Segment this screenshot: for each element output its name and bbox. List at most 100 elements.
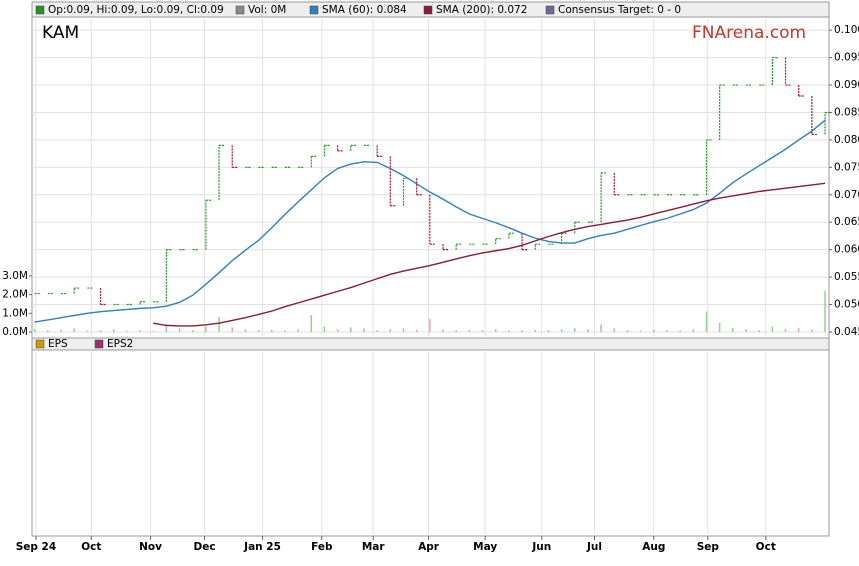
price-bar bbox=[442, 244, 450, 251]
legend-swatch bbox=[309, 5, 319, 15]
x-tick-label: Jul bbox=[586, 541, 602, 553]
volume-bar bbox=[389, 329, 392, 333]
legend-swatch bbox=[35, 5, 45, 15]
price-bar bbox=[429, 194, 436, 245]
volume-bar bbox=[705, 311, 708, 333]
volume-bar bbox=[376, 330, 378, 333]
volume-bar bbox=[771, 326, 774, 333]
volume-bar bbox=[718, 322, 721, 333]
price-bar bbox=[205, 199, 212, 250]
y-tick-label: 0.045 bbox=[834, 326, 859, 338]
eps-legend-bar bbox=[31, 337, 830, 351]
volume-bar bbox=[47, 330, 49, 333]
price-bar bbox=[495, 238, 502, 245]
y-tick-label: 0.085 bbox=[834, 106, 859, 118]
price-bar bbox=[310, 155, 318, 168]
volume-bar bbox=[521, 330, 523, 333]
legend-swatch bbox=[35, 339, 45, 349]
volume-bar bbox=[534, 329, 536, 333]
price-bar bbox=[613, 172, 621, 196]
y-tick-label: 0.090 bbox=[834, 79, 859, 91]
x-tick-label: Oct bbox=[81, 541, 101, 553]
volume-bar bbox=[284, 330, 286, 333]
price-bar bbox=[99, 288, 107, 306]
x-tick-label: Sep bbox=[697, 541, 720, 553]
volume-bar bbox=[508, 330, 510, 333]
volume-bar bbox=[323, 326, 326, 333]
price-bar bbox=[534, 243, 542, 250]
y-tick-label: 0.060 bbox=[834, 244, 859, 256]
volume-bar bbox=[824, 290, 826, 333]
volume-bar bbox=[178, 328, 181, 333]
legend-swatch bbox=[423, 5, 433, 15]
legend-label: Vol: 0M bbox=[248, 4, 286, 16]
volume-bar bbox=[732, 328, 734, 333]
legend-swatch bbox=[94, 339, 104, 349]
price-bar bbox=[389, 156, 397, 207]
volume-bar bbox=[73, 328, 75, 333]
x-tick-label: Feb bbox=[311, 541, 333, 553]
y2-tick-label: 1.0M bbox=[2, 307, 28, 319]
price-bar bbox=[416, 178, 423, 196]
volume-bar bbox=[60, 329, 62, 333]
volume-bar bbox=[560, 329, 563, 333]
sma-line bbox=[153, 182, 826, 327]
volume-bar bbox=[218, 317, 220, 333]
y-tick-label: 0.095 bbox=[834, 52, 859, 64]
volume-bar bbox=[547, 330, 550, 333]
y-tick-label: 0.070 bbox=[834, 189, 859, 201]
volume-bar bbox=[481, 330, 484, 333]
price-bar bbox=[350, 144, 357, 151]
marks bbox=[33, 57, 832, 333]
price-bar bbox=[811, 96, 818, 136]
volume-bar bbox=[165, 324, 168, 333]
volume-bar bbox=[784, 329, 787, 333]
y-tick-label: 0.055 bbox=[834, 271, 859, 283]
volume-bar bbox=[310, 315, 313, 333]
volume-bar bbox=[350, 327, 352, 333]
volume-bar bbox=[692, 329, 695, 333]
price-bar bbox=[165, 249, 173, 302]
legend-label: Consensus Target: 0 - 0 bbox=[558, 4, 681, 16]
price-bar bbox=[231, 145, 239, 168]
volume-bar bbox=[257, 330, 260, 333]
price-bar bbox=[508, 232, 515, 239]
price-bar bbox=[455, 243, 463, 250]
price-panel bbox=[31, 16, 830, 339]
volume-bar bbox=[86, 330, 89, 333]
price-bar bbox=[218, 144, 226, 201]
volume-bar bbox=[99, 330, 102, 333]
price-bar bbox=[600, 172, 608, 223]
price-bar bbox=[771, 57, 779, 86]
ticker: KAM bbox=[42, 23, 79, 43]
x-tick-label: Apr bbox=[418, 541, 440, 553]
x-tick-label: Mar bbox=[362, 541, 386, 553]
legend-swatch bbox=[545, 5, 555, 15]
price-bar bbox=[784, 57, 792, 86]
y-tick-label: 0.075 bbox=[834, 161, 859, 173]
volume-bar bbox=[139, 330, 141, 333]
volume-bar bbox=[429, 318, 431, 333]
legend-label: EPS bbox=[48, 338, 68, 350]
x-tick-label: May bbox=[473, 541, 497, 553]
volume-bar bbox=[600, 324, 602, 333]
y-tick-label: 0.080 bbox=[834, 134, 859, 146]
volume-bar bbox=[666, 330, 668, 333]
volume-bar bbox=[468, 329, 471, 333]
volume-bar bbox=[244, 329, 247, 333]
x-tick-label: Dec bbox=[194, 541, 216, 553]
volume-bar bbox=[126, 330, 128, 333]
x-tick-label: Jan 25 bbox=[243, 541, 281, 553]
legend-label: SMA (60): 0.084 bbox=[322, 4, 407, 16]
price-bar bbox=[323, 144, 331, 157]
price-bar bbox=[376, 145, 384, 157]
volume-bar bbox=[402, 328, 405, 333]
legend-label: Op:0.09, Hi:0.09, Lo:0.09, Cl:0.09 bbox=[48, 4, 224, 16]
volume-bar bbox=[336, 329, 339, 333]
x-tick-label: Oct bbox=[756, 541, 776, 553]
volume-bar bbox=[297, 329, 299, 333]
y2-tick-label: 0.0M bbox=[2, 326, 28, 338]
price-bar bbox=[139, 301, 147, 305]
volume-bar bbox=[33, 329, 36, 333]
volume-bar bbox=[797, 328, 800, 333]
